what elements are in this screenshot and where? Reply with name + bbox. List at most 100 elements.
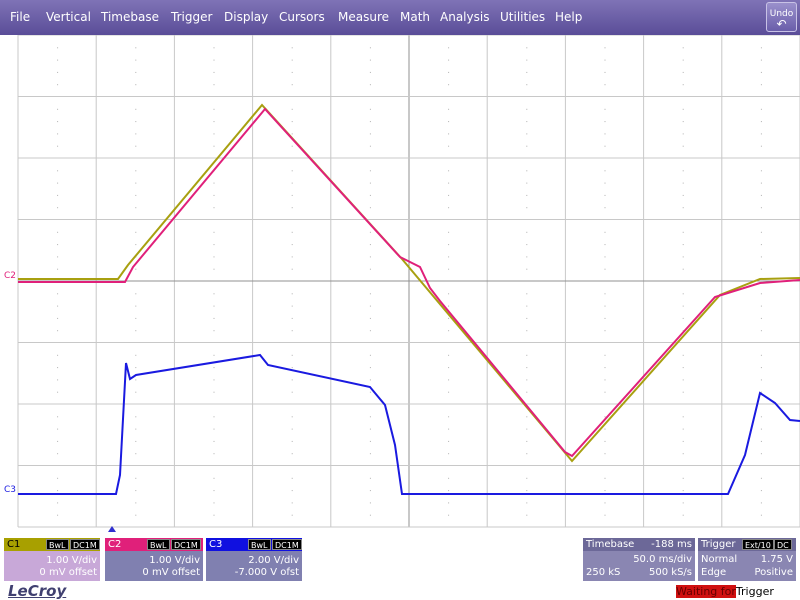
- graticule-dot: [369, 379, 371, 381]
- channel-c2-panel[interactable]: C2 BwL DC1M 1.00 V/div 0 mV offset: [105, 538, 203, 581]
- graticule-dot: [291, 305, 293, 307]
- graticule-dot: [448, 440, 450, 442]
- graticule-dot: [448, 244, 450, 246]
- graticule-dot: [291, 477, 293, 479]
- graticule-dot: [448, 502, 450, 504]
- graticule-dot: [682, 453, 684, 455]
- graticule-dot: [448, 145, 450, 147]
- menu-cursors[interactable]: Cursors: [279, 10, 325, 24]
- graticule-dot: [57, 477, 59, 479]
- graticule-dot: [760, 391, 762, 393]
- c3-bw-tag: BwL: [248, 539, 271, 550]
- graticule-dot: [291, 514, 293, 516]
- graticule-dot: [526, 317, 528, 319]
- graticule-dot: [526, 268, 528, 270]
- graticule-dot: [57, 317, 59, 319]
- trigger-panel[interactable]: Trigger Ext/10 DC Normal 1.75 V Edge Pos…: [698, 538, 796, 581]
- graticule-dot: [526, 330, 528, 332]
- graticule-dot: [760, 354, 762, 356]
- c2-name: C2: [108, 539, 122, 550]
- graticule-dot: [369, 194, 371, 196]
- graticule-dot: [760, 440, 762, 442]
- menu-file[interactable]: File: [10, 10, 31, 24]
- menu-math[interactable]: Math: [400, 10, 431, 24]
- graticule-dot: [682, 231, 684, 233]
- graticule-dot: [135, 207, 137, 209]
- graticule-dot: [682, 182, 684, 184]
- graticule-dot: [135, 305, 137, 307]
- graticule-dot: [448, 379, 450, 381]
- graticule-dot: [526, 354, 528, 356]
- waveform-grid[interactable]: C2 C3: [0, 35, 800, 535]
- graticule-dot: [448, 305, 450, 307]
- graticule-dot: [760, 244, 762, 246]
- c3-marker: C3: [4, 485, 16, 495]
- channel-c3-panel[interactable]: C3 BwL DC1M 2.00 V/div -7.000 V ofst: [206, 538, 302, 581]
- trigger-source-tag: Ext/10: [742, 539, 774, 550]
- graticule-dot: [526, 379, 528, 381]
- timebase-panel[interactable]: Timebase -188 ms 50.0 ms/div 250 kS 500 …: [583, 538, 695, 581]
- graticule-dot: [682, 268, 684, 270]
- graticule-dot: [57, 391, 59, 393]
- graticule-dot: [291, 379, 293, 381]
- graticule-dot: [369, 502, 371, 504]
- graticule-dot: [526, 416, 528, 418]
- graticule-dot: [526, 453, 528, 455]
- graticule-dot: [604, 71, 606, 73]
- graticule-dot: [135, 194, 137, 196]
- graticule-dot: [760, 182, 762, 184]
- graticule-dot: [526, 207, 528, 209]
- menu-trigger[interactable]: Trigger: [171, 10, 213, 24]
- graticule-dot: [57, 453, 59, 455]
- menu-bar: File Vertical Timebase Trigger Display C…: [0, 0, 800, 35]
- menu-measure[interactable]: Measure: [338, 10, 389, 24]
- menu-display[interactable]: Display: [224, 10, 269, 24]
- graticule-dot: [526, 84, 528, 86]
- graticule-dot: [135, 514, 137, 516]
- undo-button[interactable]: Undo ↶: [766, 2, 797, 32]
- graticule-dot: [448, 256, 450, 258]
- graticule-dot: [682, 330, 684, 332]
- menu-timebase[interactable]: Timebase: [101, 10, 159, 24]
- graticule-dot: [213, 84, 215, 86]
- graticule-dot: [57, 47, 59, 49]
- graticule-dot: [604, 182, 606, 184]
- graticule-dot: [604, 367, 606, 369]
- graticule-dot: [213, 354, 215, 356]
- menu-vertical[interactable]: Vertical: [46, 10, 91, 24]
- undo-label: Undo: [769, 9, 794, 19]
- graticule-dot: [57, 182, 59, 184]
- timebase-label: Timebase: [586, 539, 635, 550]
- graticule-dot: [291, 330, 293, 332]
- menu-help[interactable]: Help: [555, 10, 583, 24]
- c2-coupling-tag: DC1M: [171, 539, 201, 550]
- graticule-dot: [448, 391, 450, 393]
- graticule-dot: [682, 428, 684, 430]
- graticule-dot: [291, 194, 293, 196]
- graticule-dot: [448, 268, 450, 270]
- graticule-dot: [57, 428, 59, 430]
- menu-analysis[interactable]: Analysis: [440, 10, 490, 24]
- graticule-dot: [760, 268, 762, 270]
- channel-c1-panel[interactable]: C1 BwL DC1M 1.00 V/div 0 mV offset: [4, 538, 100, 581]
- graticule-dot: [448, 490, 450, 492]
- graticule-dot: [526, 293, 528, 295]
- graticule-dot: [369, 108, 371, 110]
- graticule-dot: [291, 121, 293, 123]
- graticule-dot: [448, 367, 450, 369]
- graticule-dot: [526, 47, 528, 49]
- graticule-dot: [213, 317, 215, 319]
- graticule-dot: [291, 47, 293, 49]
- graticule: [17, 35, 800, 528]
- graticule-dot: [291, 145, 293, 147]
- graticule-dot: [760, 194, 762, 196]
- graticule-dot: [448, 133, 450, 135]
- menu-utilities[interactable]: Utilities: [500, 10, 546, 24]
- c2-offset: 0 mV offset: [142, 567, 200, 578]
- graticule-dot: [57, 108, 59, 110]
- timebase-header: Timebase -188 ms: [583, 538, 695, 551]
- graticule-dot: [57, 490, 59, 492]
- graticule-dot: [57, 416, 59, 418]
- graticule-dot: [760, 133, 762, 135]
- graticule-dot: [57, 305, 59, 307]
